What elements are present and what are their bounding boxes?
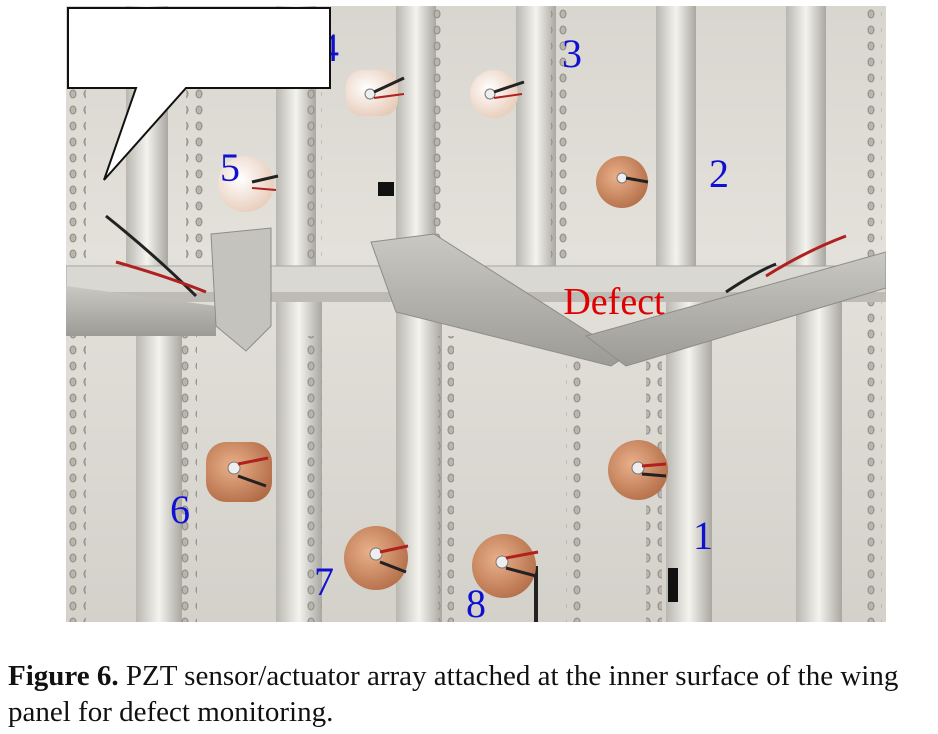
pzt-disc-3 <box>470 70 525 118</box>
caption-label: Figure 6. <box>8 660 119 692</box>
pzt-disc-5 <box>218 156 279 212</box>
pzt-disc-8 <box>472 534 539 598</box>
pzt-disc-4 <box>346 70 405 116</box>
pzt-disc-7 <box>344 526 409 590</box>
sensor-label-6: 6 <box>170 487 190 532</box>
caption-text: PZT sensor/actuator array attached at th… <box>8 660 899 728</box>
sensor-label-2: 2 <box>709 151 729 196</box>
defect-callout-label: Defect <box>563 281 665 323</box>
wing-panel-photo: 1 2 3 4 5 6 7 8 Defect <box>66 6 886 622</box>
sensor-label-1: 1 <box>693 513 713 558</box>
sensor-label-3: 3 <box>562 31 582 76</box>
defect-callout <box>67 7 331 181</box>
pzt-disc-2 <box>596 156 649 208</box>
pzt-disc-6 <box>206 442 272 502</box>
figure-caption: Figure 6. PZT sensor/actuator array atta… <box>8 658 933 730</box>
pzt-disc-1 <box>608 440 668 500</box>
sensor-label-7: 7 <box>314 559 334 604</box>
sensor-label-5: 5 <box>220 145 240 190</box>
sensor-label-8: 8 <box>466 581 486 623</box>
